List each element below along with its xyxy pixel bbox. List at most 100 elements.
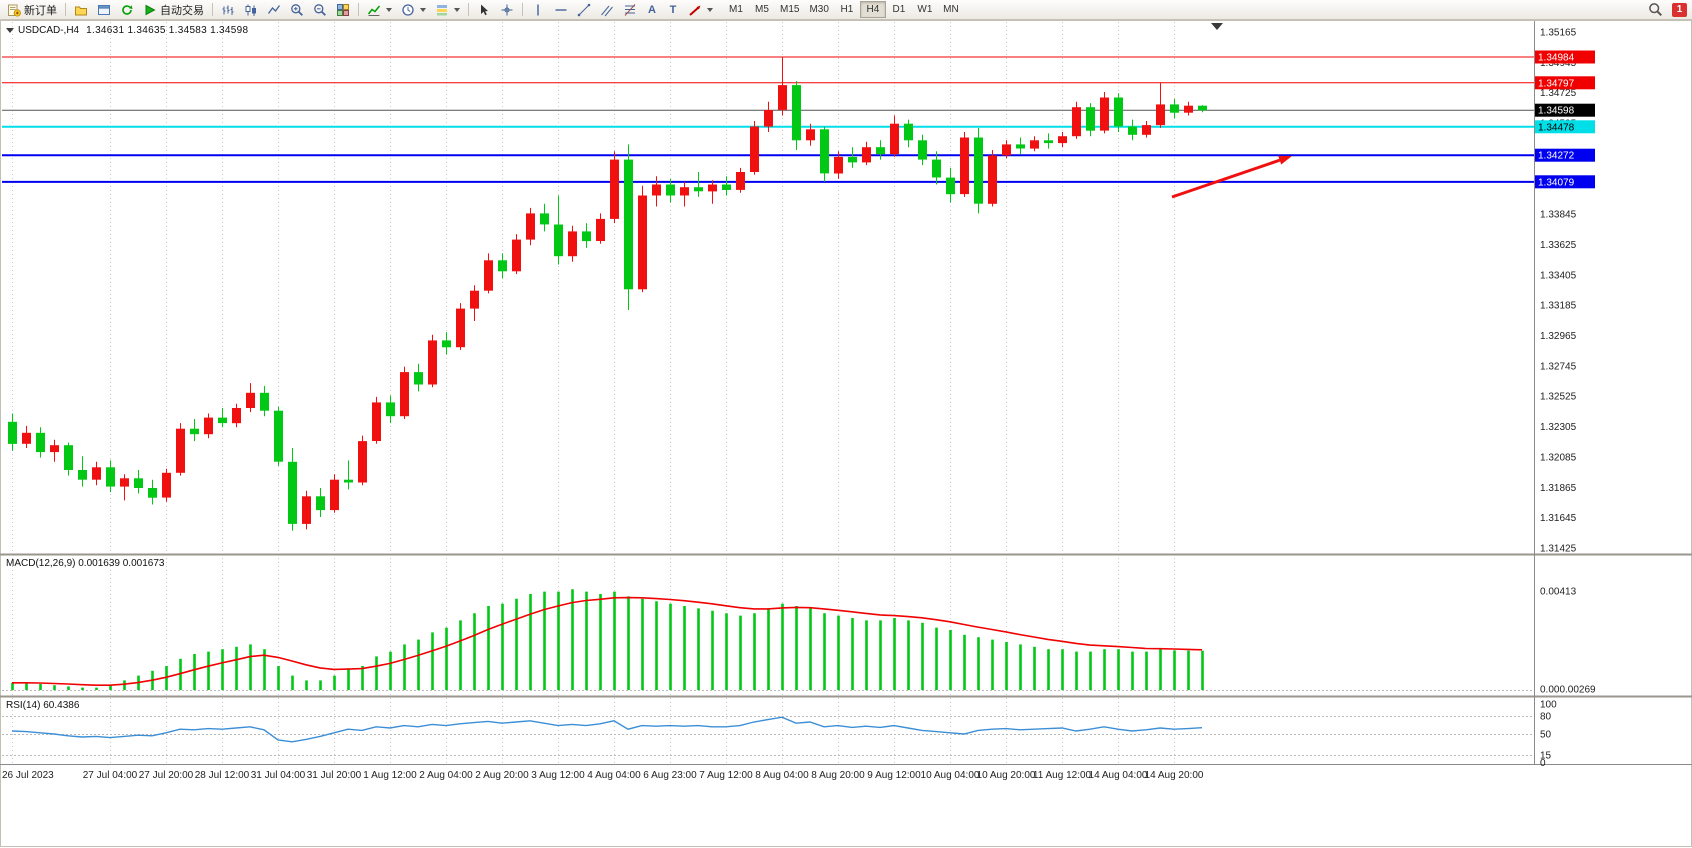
svg-text:80: 80 [1540,712,1552,723]
text-label-tool-button[interactable]: T [663,1,683,19]
svg-text:0: 0 [1540,758,1546,769]
timeframe-m1-button[interactable]: M1 [723,1,749,18]
candlestick-chart-button[interactable] [240,1,262,19]
price-axis[interactable]: 1.351651.349451.347251.345051.342851.340… [1535,28,1596,770]
svg-text:31 Jul 20:00: 31 Jul 20:00 [307,770,362,781]
horizontal-line-icon [555,8,567,11]
chevron-down-icon [454,7,460,12]
time-axis[interactable]: 26 Jul 2023 27 Jul 04:00 27 Jul 20:00 28 Ju… [2,770,1204,781]
zoom-in-icon [291,3,303,16]
chevron-down-icon [420,7,426,12]
svg-text:1 Aug 12:00: 1 Aug 12:00 [363,770,417,781]
tile-windows-button[interactable] [332,1,354,19]
notification-badge[interactable]: 1 [1672,2,1687,17]
zoom-in-button[interactable] [286,1,308,19]
autotrade-button[interactable]: 自动交易 [139,1,208,19]
svg-text:1.31865: 1.31865 [1540,483,1577,494]
svg-text:1.32305: 1.32305 [1540,422,1577,433]
toolbar-separator [468,3,469,16]
profiles-button[interactable] [70,1,92,19]
svg-text:10 Aug 04:00: 10 Aug 04:00 [921,770,980,781]
templates-icon [437,4,447,15]
timeframe-m30-button[interactable]: M30 [804,1,833,18]
macd-histogram [11,589,1204,690]
macd-signal-line [12,596,1203,686]
svg-text:27 Jul 20:00: 27 Jul 20:00 [139,770,194,781]
current-price-badge [1535,103,1595,117]
templates-button[interactable] [431,1,464,19]
fibonacci-tool-button[interactable] [619,1,641,19]
cursor-icon [481,4,488,15]
toolbar-separator [212,3,213,16]
arrows-tool-button[interactable] [684,1,717,19]
vertical-line-tool-button[interactable] [527,1,549,19]
trendline-tool-button[interactable] [573,1,595,19]
trendline-icon [577,3,591,16]
svg-text:100: 100 [1540,700,1557,711]
channel-tool-button[interactable] [596,1,618,19]
price-badge-1.34797 [1535,76,1595,90]
clock-icon [402,3,414,16]
horizontal-line-tool-button[interactable] [550,1,572,19]
grid-lines [12,22,1175,764]
svg-text:14 Aug 20:00: 14 Aug 20:00 [1145,770,1204,781]
timeframe-mn-button[interactable]: MN [938,1,964,18]
autotrade-play-icon [145,4,156,15]
svg-text:1.31645: 1.31645 [1540,513,1577,524]
chevron-down-icon [707,7,713,12]
timeframe-m15-button[interactable]: M15 [775,1,804,18]
svg-text:8 Aug 04:00: 8 Aug 04:00 [755,770,809,781]
timeframe-d1-button[interactable]: D1 [886,1,912,18]
svg-text:6 Aug 23:00: 6 Aug 23:00 [643,770,697,781]
profiles-folder-icon [75,6,87,15]
svg-text:1.33625: 1.33625 [1540,240,1577,251]
svg-text:4 Aug 04:00: 4 Aug 04:00 [587,770,641,781]
svg-text:28 Jul 12:00: 28 Jul 12:00 [195,770,250,781]
svg-text:1.34079: 1.34079 [1538,177,1575,188]
timeframe-h4-button[interactable]: H4 [859,1,886,18]
text-tool-button[interactable]: A [642,1,662,19]
candles [8,57,1207,531]
fibonacci-icon [624,3,636,16]
toolbar-separator [522,3,523,16]
svg-text:1.32965: 1.32965 [1540,331,1577,342]
price-badge-1.34478 [1535,120,1595,134]
svg-text:2 Aug 20:00: 2 Aug 20:00 [475,770,529,781]
svg-text:1.32525: 1.32525 [1540,392,1577,403]
timeframe-m5-button[interactable]: M5 [749,1,775,18]
svg-text:1.34598: 1.34598 [1538,106,1575,117]
chart-window-border [0,20,1692,847]
tile-windows-icon [337,3,349,16]
chevron-down-icon [386,7,392,12]
toolbar: 新订单 自动交易 [0,0,1692,20]
search-button[interactable] [1644,1,1667,19]
timeframe-h1-button[interactable]: H1 [834,1,860,18]
refresh-button[interactable] [116,1,138,19]
line-chart-button[interactable] [263,1,285,19]
timeframe-w1-button[interactable]: W1 [912,1,938,18]
trend-arrow[interactable] [1171,155,1292,199]
svg-text:1.34797: 1.34797 [1538,78,1575,89]
text-label-icon: T [669,3,677,16]
svg-text:1.34725: 1.34725 [1540,88,1577,99]
svg-text:26 Jul 2023: 26 Jul 2023 [2,770,54,781]
data-window-button[interactable] [93,1,115,19]
svg-text:7 Aug 12:00: 7 Aug 12:00 [699,770,753,781]
data-window-icon [98,4,110,15]
zoom-out-button[interactable] [309,1,331,19]
price-badge-1.34984 [1535,50,1595,64]
toolbar-right-group: 1 [1644,1,1689,19]
chart-shift-marker[interactable] [1211,23,1223,30]
symbol-dropdown-icon[interactable] [6,28,14,33]
svg-text:27 Jul 04:00: 27 Jul 04:00 [83,770,138,781]
new-order-button[interactable]: 新订单 [3,1,61,19]
svg-text:1.32085: 1.32085 [1540,452,1577,463]
cursor-button[interactable] [473,1,495,19]
chart-symbol-header: USDCAD-,H4 1.34631 1.34635 1.34583 1.345… [6,25,248,36]
periods-button[interactable] [397,1,430,19]
ohlc-values: 1.34631 1.34635 1.34583 1.34598 [86,25,249,36]
crosshair-button[interactable] [496,1,518,19]
indicators-button[interactable] [363,1,396,19]
bar-chart-button[interactable] [217,1,239,19]
